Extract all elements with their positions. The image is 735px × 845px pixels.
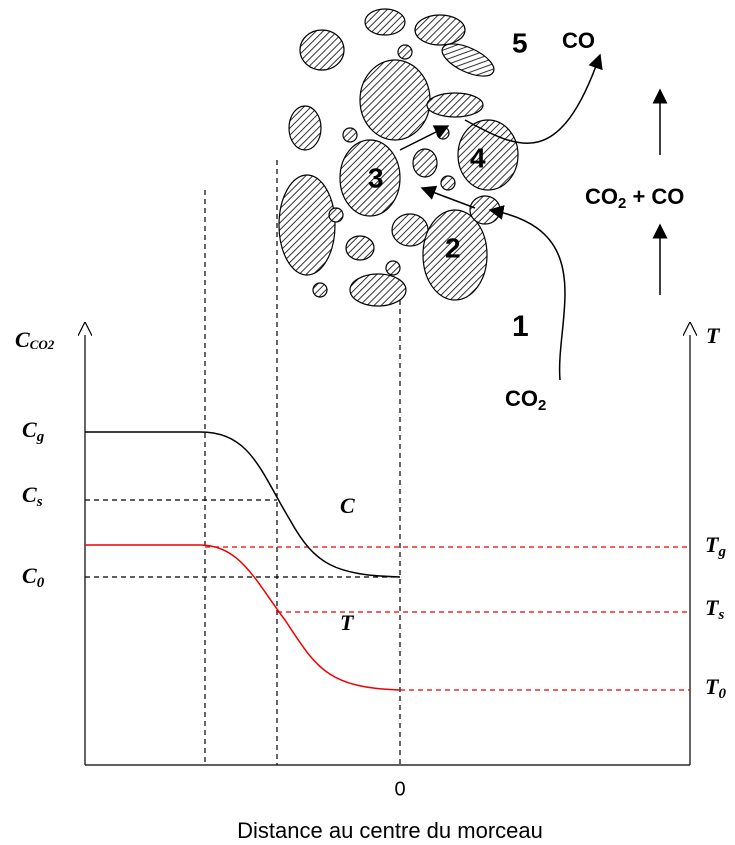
label: CCO2: [15, 327, 55, 352]
x-title: Distance au centre du morceau: [237, 818, 543, 843]
label: CO2 + CO: [585, 184, 684, 212]
axes: [85, 335, 690, 766]
label: CO: [562, 28, 595, 53]
label: 1: [512, 310, 529, 343]
label: 3: [368, 162, 384, 193]
label: Cg: [22, 417, 45, 445]
label: T: [340, 610, 355, 635]
label: C: [340, 493, 355, 518]
label: 4: [470, 142, 486, 173]
label: T0: [705, 674, 726, 702]
t-curve: [85, 544, 401, 691]
axis-labels: CCO2 T Cg Cs C0 Tg Ts T0 C T: [15, 323, 726, 702]
label: Tg: [705, 532, 726, 560]
flow-arrows: [399, 53, 668, 381]
label: 2: [445, 232, 461, 263]
label: 5: [512, 27, 528, 58]
x-zero: 0: [394, 778, 405, 800]
label: Cs: [22, 482, 43, 510]
guide-lines: [85, 160, 690, 765]
label: CO2: [505, 386, 546, 414]
c-curve: [85, 431, 401, 578]
label: T: [706, 323, 721, 348]
particles: [278, 8, 519, 307]
label: Ts: [705, 595, 724, 623]
labels: 5 CO CO2 + CO 1 2 3 4 CO2: [368, 27, 684, 414]
label: C0: [22, 563, 45, 591]
